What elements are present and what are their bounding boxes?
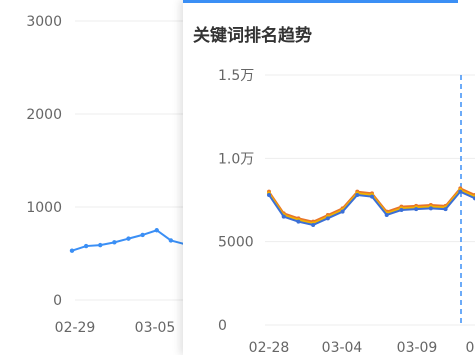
keyword-ranking-trend-panel: 关键词排名趋势 0 5000 1.0万 1.5万 02-28 03-04 03-09 0 xyxy=(183,0,475,355)
bg-data-point xyxy=(112,240,117,245)
panel-data-point xyxy=(296,219,301,224)
bg-data-point xyxy=(168,238,174,243)
bg-data-point xyxy=(154,228,159,233)
bg-y-tick-label: 2000 xyxy=(26,107,62,123)
panel-data-point xyxy=(281,214,286,219)
bg-data-point xyxy=(98,242,103,248)
panel-data-point xyxy=(340,209,345,214)
panel-x-tick-label: 02-28 xyxy=(249,340,290,355)
panel-title: 关键词排名趋势 xyxy=(193,26,312,46)
panel-data-point xyxy=(443,207,448,212)
panel-data-point xyxy=(458,189,463,194)
bg-data-point xyxy=(69,248,75,253)
panel-data-point xyxy=(428,206,433,211)
bg-data-point xyxy=(126,236,131,241)
panel-y-tick-label: 1.0万 xyxy=(218,151,254,167)
bg-y-tick-label: 3000 xyxy=(26,14,62,30)
panel-data-point xyxy=(384,213,389,217)
bg-data-point xyxy=(83,243,89,249)
bg-y-tick-label: 1000 xyxy=(26,200,62,216)
panel-y-tick-label: 5000 xyxy=(218,235,254,251)
panel-data-point xyxy=(414,207,419,212)
bg-data-point xyxy=(140,232,145,238)
panel-x-tick-label: 03-09 xyxy=(397,340,438,355)
panel-data-point xyxy=(267,193,271,197)
panel-data-point xyxy=(311,223,316,227)
keyword-ranking-trend-chart: 0 5000 1.0万 1.5万 02-28 03-04 03-09 0 xyxy=(218,68,475,355)
panel-x-tick-label: 0 xyxy=(466,340,475,355)
panel-data-point xyxy=(370,194,374,199)
bg-x-tick-label: 03-05 xyxy=(135,320,176,336)
panel-data-point xyxy=(325,216,330,221)
panel-y-tick-label: 1.5万 xyxy=(218,68,254,84)
panel-data-point xyxy=(399,208,404,212)
panel-top-accent xyxy=(183,0,458,3)
panel-y-tick-label: 0 xyxy=(218,318,227,334)
panel-data-point xyxy=(355,193,360,197)
panel-x-tick-label: 03-04 xyxy=(322,340,363,355)
bg-y-tick-label: 0 xyxy=(53,293,62,309)
bg-x-tick-label: 02-29 xyxy=(55,320,96,336)
